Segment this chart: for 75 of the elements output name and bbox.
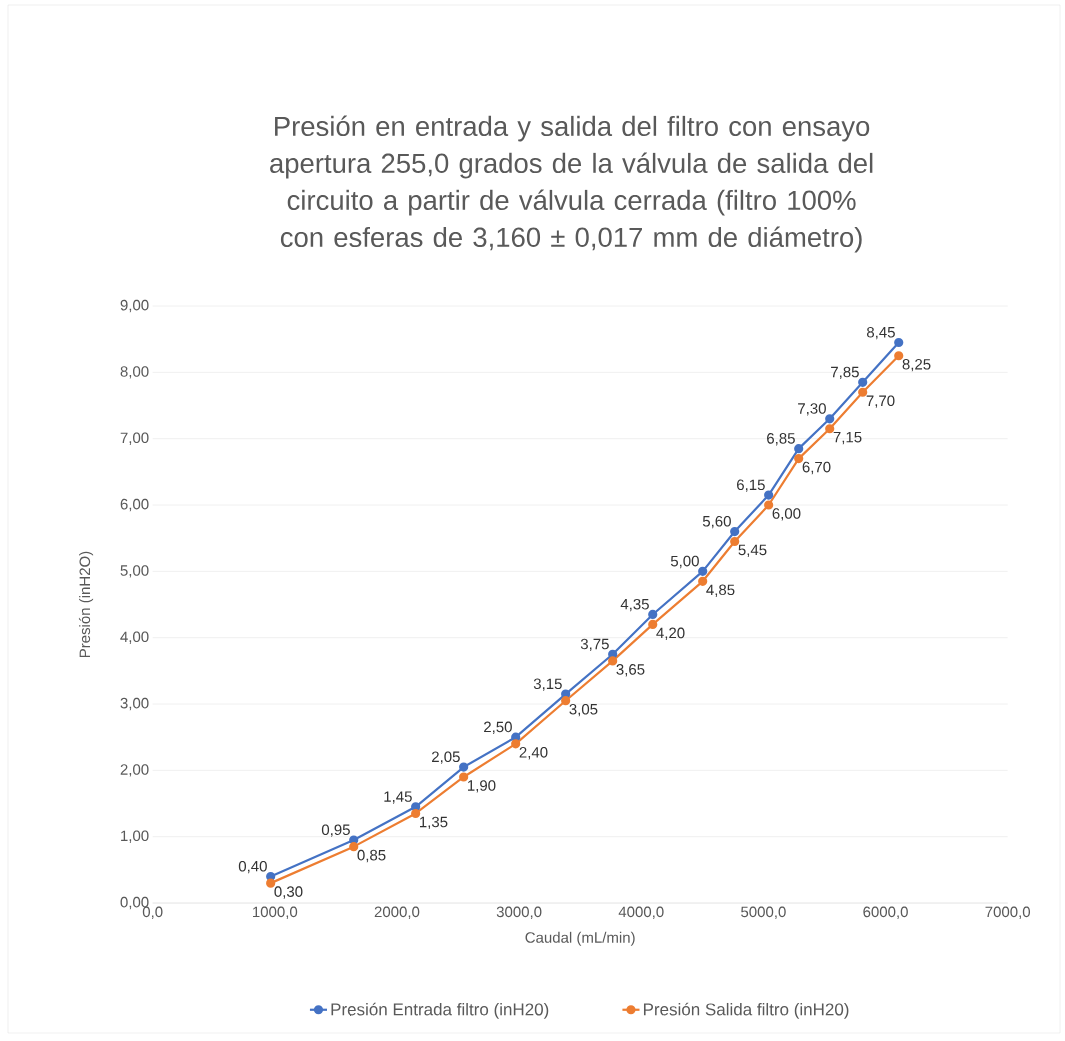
- point: [608, 656, 618, 666]
- data-label: 2,40: [519, 747, 548, 760]
- data-label: 1,45: [384, 791, 412, 804]
- point: [825, 424, 835, 434]
- point: [511, 739, 521, 749]
- y-tick-label: 9,00: [120, 299, 149, 313]
- y-tick-label: 8,00: [120, 366, 149, 379]
- x-tick-label: 6000,0: [863, 906, 908, 919]
- x-tick-label: 5000,0: [741, 906, 786, 919]
- point: [459, 772, 469, 782]
- point: [894, 337, 904, 348]
- legend-label: Presión Entrada filtro (inH20): [331, 1002, 549, 1019]
- data-label: 3,65: [616, 664, 645, 677]
- point: [764, 500, 774, 510]
- data-label: 7,70: [866, 395, 895, 408]
- y-tick-label: 1,00: [121, 830, 149, 843]
- y-tick-label: 4,00: [120, 631, 149, 644]
- data-label: 7,85: [831, 366, 859, 380]
- point: [730, 526, 740, 537]
- data-label: 0,85: [357, 849, 386, 863]
- data-label: 6,00: [772, 508, 801, 521]
- y-tick-label: 2,00: [120, 764, 149, 777]
- data-label: 2,50: [484, 721, 512, 734]
- x-tick-label: 2000,0: [374, 906, 420, 919]
- data-label: 2,05: [432, 751, 460, 764]
- data-label: 3,05: [569, 703, 598, 717]
- x-axis-title: Caudal (mL/min): [525, 931, 635, 946]
- y-tick-label: 5,00: [120, 565, 149, 578]
- point: [648, 619, 658, 630]
- point: [561, 696, 571, 706]
- data-label: 3,15: [533, 678, 562, 691]
- point: [266, 878, 276, 888]
- point: [349, 842, 359, 852]
- data-label: 5,45: [738, 544, 767, 557]
- point: [858, 387, 868, 397]
- y-tick-label: 6,00: [120, 498, 149, 512]
- legend-label: Presión Salida filtro (inH20): [643, 1002, 849, 1019]
- x-tick-label: 3000,0: [496, 906, 542, 919]
- point: [794, 444, 804, 454]
- point: [794, 453, 804, 464]
- data-label: 0,95: [321, 824, 350, 837]
- data-label: 1,35: [420, 816, 448, 830]
- point: [698, 566, 708, 576]
- point: [858, 377, 868, 387]
- data-label: 7,15: [833, 431, 862, 445]
- point: [648, 609, 658, 620]
- data-label: 5,00: [670, 555, 699, 569]
- data-label: 7,30: [798, 403, 826, 416]
- data-label: 6,85: [767, 433, 795, 446]
- point: [894, 351, 904, 361]
- data-label: 4,20: [656, 627, 685, 641]
- data-label: 6,15: [737, 479, 765, 492]
- data-label: 4,85: [706, 584, 735, 597]
- y-axis-title: Presión (inH2O): [78, 551, 94, 658]
- x-tick-label: 7000,0: [985, 906, 1031, 919]
- chart-title: Presión en entrada y salida del filtro con ensayo apertura 255,0 grados de la válvula de salida del circuito a partir de válvula cerrada (filtro 100% con esferas de 3,160 ± 0,017 mm de diámetro): [270, 115, 873, 253]
- data-label: 0,30: [274, 886, 303, 899]
- y-tick-label: 3,00: [120, 697, 149, 711]
- data-label: 6,70: [802, 461, 831, 475]
- x-tick-label: 1000,0: [253, 906, 298, 919]
- data-label: 3,75: [580, 638, 609, 652]
- data-label: 8,25: [902, 358, 931, 372]
- point: [411, 808, 421, 819]
- x-tick-label: 4000,0: [618, 906, 664, 919]
- point: [825, 414, 835, 424]
- data-label: 8,45: [867, 326, 895, 340]
- data-label: 4,35: [620, 598, 649, 612]
- data-label: 5,60: [702, 515, 731, 529]
- point: [730, 536, 740, 547]
- data-label: 0,40: [238, 860, 267, 874]
- point: [698, 576, 708, 586]
- y-tick-label: 7,00: [120, 432, 149, 445]
- point: [459, 762, 469, 772]
- point: [764, 490, 774, 500]
- data-label: 1,90: [468, 780, 496, 793]
